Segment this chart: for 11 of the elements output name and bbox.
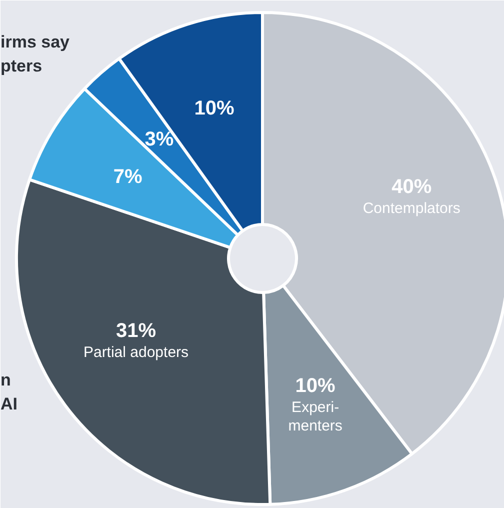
data-label: 31% [116,320,156,342]
text: n AI [0,370,18,414]
data-label: 3% [144,128,174,151]
slice-label: Partial adopters [83,344,189,362]
text: irms say pters [0,32,70,76]
data-label: 10% [295,374,336,397]
slice-label: Contemplators [362,200,460,217]
data-label: 10% [194,98,235,120]
slice-label: Experi- menters [288,398,342,435]
data-label: 7% [113,166,142,188]
data-label: 40% [392,176,432,198]
